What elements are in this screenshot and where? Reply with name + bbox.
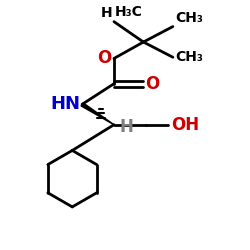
Text: O: O	[97, 50, 111, 68]
Text: H: H	[100, 6, 112, 20]
Text: CH₃: CH₃	[175, 11, 203, 25]
Text: HN: HN	[50, 95, 80, 113]
Text: H: H	[119, 118, 133, 136]
Polygon shape	[81, 103, 114, 125]
Text: OH: OH	[172, 116, 200, 134]
Text: H₃C: H₃C	[114, 5, 142, 19]
Text: CH₃: CH₃	[175, 50, 203, 64]
Text: O: O	[145, 75, 160, 93]
